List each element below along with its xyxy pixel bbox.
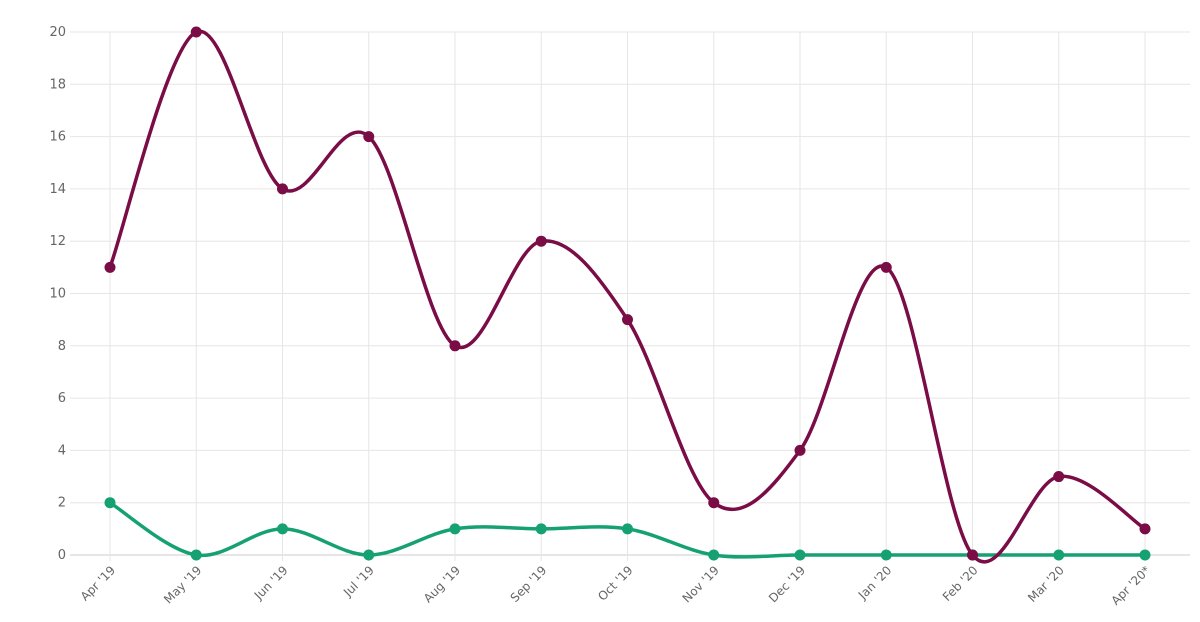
y-tick-label: 10 xyxy=(49,287,66,302)
data-point[interactable] xyxy=(449,523,461,535)
y-tick-label: 14 xyxy=(49,182,66,197)
y-tick-label: 12 xyxy=(49,234,66,249)
x-tick-label: Jul '19 xyxy=(340,563,377,600)
y-tick-label: 6 xyxy=(58,391,66,406)
data-point[interactable] xyxy=(535,523,547,535)
x-tick-label: Jan '20 xyxy=(855,563,895,603)
data-point[interactable] xyxy=(880,549,892,561)
data-point[interactable] xyxy=(104,261,116,273)
y-tick-label: 16 xyxy=(49,130,66,145)
x-tick-label: Feb '20 xyxy=(940,563,981,604)
data-point[interactable] xyxy=(104,497,116,509)
x-tick-label: Apr '19 xyxy=(78,563,118,603)
x-tick-label: Dec '19 xyxy=(766,563,808,605)
y-tick-label: 20 xyxy=(49,25,66,40)
y-axis-tick-labels: 0 2 4 6 8 10 12 14 16 18 20 xyxy=(49,25,66,563)
data-point[interactable] xyxy=(1053,549,1065,561)
data-point[interactable] xyxy=(363,549,375,561)
y-tick-label: 8 xyxy=(58,339,66,354)
data-point[interactable] xyxy=(1139,523,1151,535)
x-tick-label: Mar '20 xyxy=(1025,563,1067,605)
y-tick-label: 4 xyxy=(58,443,66,458)
series-1 xyxy=(104,26,1151,564)
data-point[interactable] xyxy=(708,549,720,561)
y-tick-label: 2 xyxy=(58,496,66,511)
x-tick-label: Jun '19 xyxy=(251,563,291,603)
x-tick-label: Oct '19 xyxy=(595,563,635,603)
data-point[interactable] xyxy=(967,549,978,561)
y-tick-label: 18 xyxy=(49,77,66,92)
data-point[interactable] xyxy=(277,523,288,535)
y-gridlines xyxy=(70,31,1190,556)
data-point[interactable] xyxy=(794,444,806,456)
data-point[interactable] xyxy=(277,183,288,195)
data-point[interactable] xyxy=(190,549,202,561)
x-tick-label: Apr '20* xyxy=(1108,563,1153,608)
data-point[interactable] xyxy=(622,314,633,326)
data-point[interactable] xyxy=(449,340,461,352)
x-tick-label: Nov '19 xyxy=(680,563,722,605)
series-layer xyxy=(104,26,1151,564)
y-tick-label: 0 xyxy=(58,548,66,563)
data-point[interactable] xyxy=(535,235,547,247)
data-point[interactable] xyxy=(1139,549,1151,561)
x-axis-tick-labels: Apr '19 May '19 Jun '19 Jul '19 Aug '19 Sep '… xyxy=(78,563,1153,608)
data-point[interactable] xyxy=(190,26,202,38)
data-point[interactable] xyxy=(363,131,375,143)
x-tick-label: May '19 xyxy=(161,563,204,606)
data-point[interactable] xyxy=(1053,471,1065,483)
data-point[interactable] xyxy=(794,549,806,561)
data-point[interactable] xyxy=(622,523,633,535)
data-point[interactable] xyxy=(708,497,720,509)
x-tick-label: Sep '19 xyxy=(508,563,550,605)
x-tick-label: Aug '19 xyxy=(421,563,463,605)
x-gridlines xyxy=(109,32,1146,561)
data-point[interactable] xyxy=(880,261,892,273)
